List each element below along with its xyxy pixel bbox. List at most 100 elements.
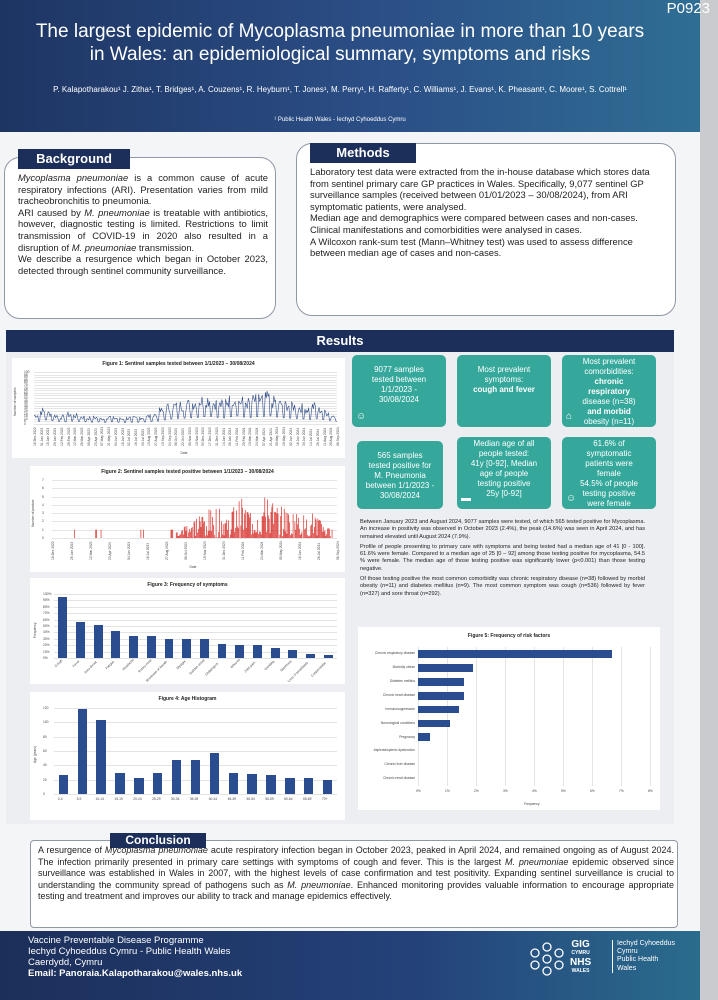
positive-bar	[207, 531, 209, 538]
x-tick-label: 50-54	[246, 797, 255, 801]
y-tick-label: 55	[24, 393, 28, 398]
logo-wales: WALES	[571, 968, 590, 974]
positive-bar	[269, 533, 271, 538]
positive-bar	[232, 511, 234, 538]
data-bar	[77, 709, 87, 794]
y-tick-label: 2	[42, 519, 44, 524]
x-tick-label: 21 May 2023	[107, 426, 112, 446]
positive-bar	[190, 531, 191, 538]
x-tick-label: 0%	[416, 789, 421, 793]
positive-bar	[206, 526, 207, 538]
gridline	[54, 626, 337, 627]
positive-bar	[326, 534, 328, 538]
organisation-logo-text: Iechyd Cyhoeddus Cymru Public Health Wales	[612, 940, 675, 973]
y-tick-label: 7	[42, 478, 44, 482]
affiliation: ¹ Public Health Wales - Iechyd Cyhoeddus…	[274, 117, 406, 123]
y-tick-label: Neurological conditions	[380, 720, 415, 725]
positive-bar	[198, 516, 200, 538]
person-icon: ☺	[566, 493, 577, 504]
org-line: Iechyd Cyhoeddus	[617, 940, 675, 947]
y-tick-label: 75	[24, 383, 28, 387]
positive-bar	[287, 513, 289, 538]
positive-bar	[186, 525, 188, 538]
stat-tile-line: 41y [0-92], Median	[470, 459, 538, 468]
y-axis-label: Number of samples	[13, 387, 17, 416]
positive-bar	[170, 529, 172, 538]
gridline	[34, 390, 337, 392]
positive-bar	[236, 526, 238, 538]
x-tick-label: 18 Jun 2023	[120, 427, 125, 446]
gridline	[52, 538, 337, 539]
x-tick-label: Diarrhoea	[279, 659, 293, 673]
positive-bar	[328, 528, 329, 538]
positive-bar	[189, 529, 190, 538]
stat-tile-line: Most prevalent	[477, 365, 531, 374]
results-heading: Results	[316, 333, 364, 348]
positive-bar	[258, 534, 259, 538]
data-bar	[58, 597, 68, 658]
y-tick-label: 85	[24, 377, 28, 382]
x-tick-label: 07 Apr 2024	[261, 428, 266, 446]
positive-bar	[245, 527, 247, 538]
x-tick-label: 11 Feb 2024	[235, 427, 239, 446]
positive-bar	[194, 521, 196, 538]
y-tick-label: Diabetes mellitus	[389, 678, 415, 683]
gridline	[418, 647, 419, 786]
positive-bar	[197, 532, 198, 538]
x-tick-label: 15 Jan 2023	[46, 427, 51, 446]
y-tick-label: 30	[24, 406, 28, 411]
positive-bar	[317, 518, 319, 538]
stat-tile-line: between 1/1/2023 -	[365, 481, 435, 490]
positive-bar	[298, 517, 299, 538]
email-link[interactable]: Panoraia.Kalapotharakou@wales.nhs.uk	[59, 968, 243, 979]
gridline	[54, 708, 337, 709]
positive-bar	[231, 511, 233, 538]
positive-bar	[324, 530, 326, 538]
positive-bar	[175, 532, 177, 538]
stat-tile-line: tested between	[371, 375, 427, 384]
x-tick-label: 30 Jul 2023	[140, 428, 145, 446]
stat-tile-line: symptoms:	[484, 375, 524, 384]
positive-bar	[198, 528, 199, 538]
org-line: Wales	[617, 964, 637, 972]
positive-bar	[196, 518, 197, 538]
logo-nhs: NHS	[570, 957, 592, 968]
x-tick-label: 16 Jun 2024	[298, 541, 302, 560]
positive-bar	[318, 520, 320, 538]
person-icon: ☺	[356, 411, 367, 422]
x-tick-label: 28 Jul 2024	[317, 542, 321, 560]
y-tick-label: 100	[43, 720, 49, 725]
positive-bar	[171, 529, 173, 538]
positive-bar	[288, 514, 290, 538]
positive-bar	[234, 531, 236, 538]
background-heading: Background	[18, 149, 130, 169]
y-tick-label: 60	[24, 390, 28, 395]
positive-bar	[221, 534, 223, 538]
x-tick-label: 5-9	[76, 797, 82, 801]
positive-bar	[311, 524, 313, 538]
data-bar	[182, 639, 192, 658]
positive-bar	[260, 534, 262, 538]
positive-bar	[178, 535, 180, 538]
x-tick-label: 7%	[619, 789, 624, 793]
positive-bar	[212, 516, 213, 538]
gridline	[34, 411, 337, 412]
data-bar	[217, 643, 227, 658]
x-tick-label: 08 Oct 2023	[174, 428, 179, 446]
x-tick-label: 25-29	[152, 797, 161, 801]
conclusion-text: A resurgence of Mycoplasma pneumoniae ac…	[38, 845, 674, 903]
positive-bar	[250, 512, 251, 538]
positive-bar	[243, 529, 244, 538]
methods-paragraph-3: Clinical manifestations and comorbiditie…	[310, 223, 583, 235]
y-tick-label: 50	[24, 396, 28, 400]
y-tick-label: 40%	[43, 630, 50, 635]
positive-bar	[271, 506, 273, 538]
x-axis-label: Date	[180, 451, 188, 455]
stat-tile: 9077 samples tested between 1/1/2023 -30/0…	[352, 355, 446, 427]
positive-bar	[256, 531, 258, 538]
background-text: Mycoplasma pneumoniae is a common cause …	[18, 172, 268, 276]
figure-4-age-histogram: Figure 4: Age Histogram Age (years) 0 20 40 6…	[30, 692, 345, 820]
y-axis-label: Number of positive	[31, 499, 35, 528]
x-tick-label: 12 Mar 2023	[73, 427, 78, 446]
stat-tile-line: 9077 samples	[374, 365, 424, 374]
